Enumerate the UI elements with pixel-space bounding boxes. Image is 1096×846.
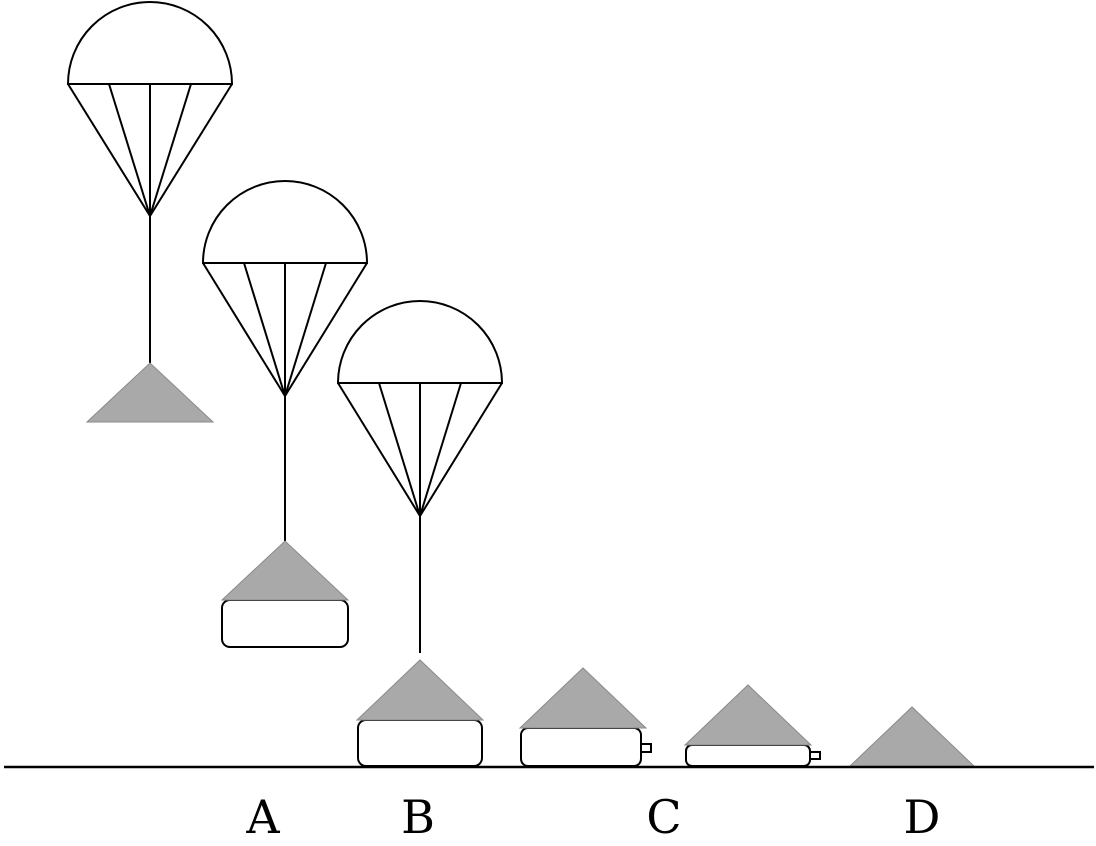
suspension-lines-2 [202, 262, 368, 397]
payload-6 [847, 706, 977, 768]
label-b: B [401, 790, 435, 844]
suspension-lines-1 [67, 83, 233, 217]
payload-5 [683, 684, 813, 746]
canopy-3 [336, 300, 504, 384]
payload-4 [518, 667, 648, 729]
label-a: A [246, 790, 280, 844]
label-c: C [646, 790, 682, 844]
airbag-vent-5 [810, 751, 821, 760]
payload-1 [85, 362, 215, 423]
parachute-3 [336, 300, 504, 653]
canopy-2 [201, 180, 369, 264]
landing-stage-5 [683, 684, 821, 767]
payload-3 [355, 659, 485, 721]
airbag-vent-4 [641, 743, 652, 753]
airbag-3 [357, 719, 483, 767]
airbag-2 [221, 599, 349, 648]
landing-stage-4 [518, 667, 652, 767]
airbag-5 [685, 744, 811, 767]
parachute-2 [201, 180, 369, 541]
parachute-1 [66, 1, 234, 363]
airbag-4 [520, 727, 642, 767]
label-d: D [903, 790, 941, 844]
suspension-lines-3 [337, 382, 503, 517]
payload-2 [220, 540, 350, 601]
canopy-1 [66, 1, 234, 85]
